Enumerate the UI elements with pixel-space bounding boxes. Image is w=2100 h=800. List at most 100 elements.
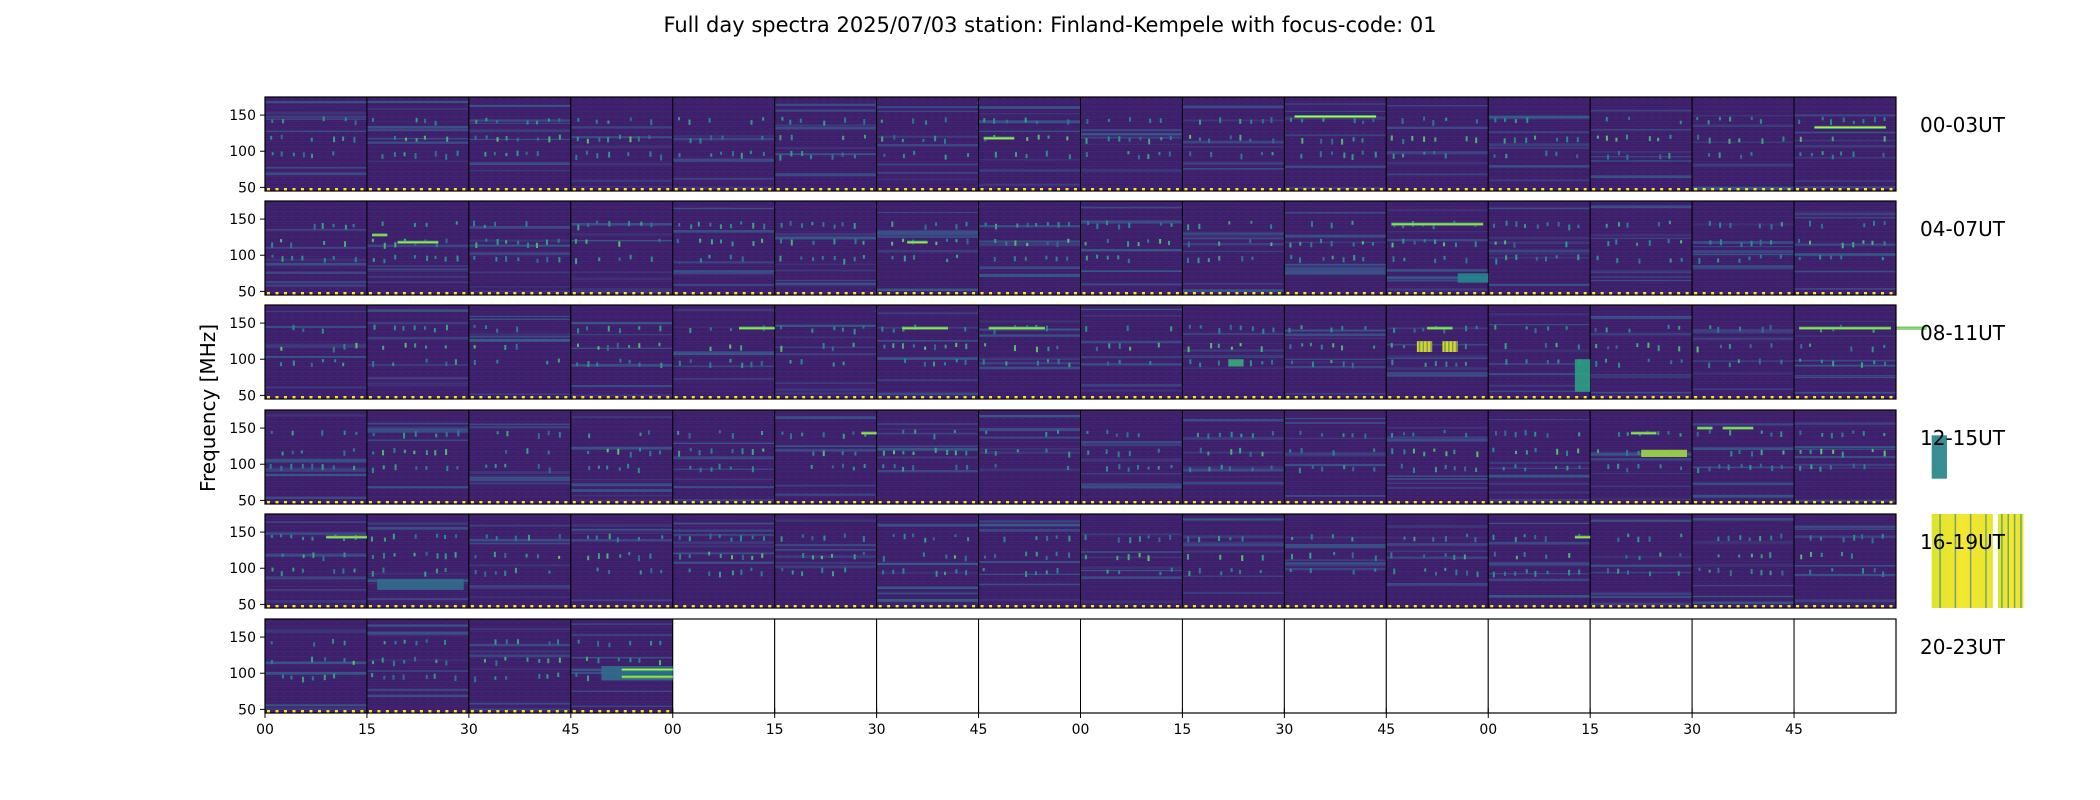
- spectrogram-tile: [1181, 304, 1285, 400]
- noise-band: [570, 540, 673, 542]
- noise-band: [468, 482, 571, 485]
- channel-dot: [1708, 362, 1711, 369]
- channel-dot: [965, 570, 968, 576]
- calibration-mark: [640, 292, 644, 295]
- channel-dot: [1364, 326, 1367, 330]
- channel-dot: [1393, 327, 1396, 333]
- channel-dot: [1636, 242, 1639, 246]
- noise-band: [1080, 576, 1183, 579]
- noise-band: [672, 159, 775, 162]
- channel-dot: [983, 118, 986, 123]
- channel-dot: [394, 464, 397, 471]
- calibration-mark: [827, 292, 831, 295]
- calibration-mark: [1813, 292, 1817, 295]
- calibration-mark: [326, 396, 330, 399]
- channel-dot: [1186, 554, 1189, 560]
- spectrogram-tile: [468, 200, 572, 296]
- channel-dot: [1780, 431, 1783, 438]
- channel-dot: [291, 255, 294, 261]
- channel-dot: [688, 119, 691, 125]
- channel-dot: [1759, 535, 1762, 542]
- channel-dot: [270, 135, 273, 140]
- noise-band: [876, 432, 979, 435]
- channel-dot: [1669, 258, 1672, 263]
- channel-dot: [822, 343, 825, 349]
- noise-band: [876, 562, 979, 566]
- channel-dot: [1208, 466, 1211, 472]
- noise-band: [1488, 324, 1591, 326]
- calibration-mark: [700, 501, 704, 504]
- calibration-mark: [742, 188, 746, 191]
- calibration-mark: [844, 292, 848, 295]
- channel-dot: [1647, 358, 1650, 362]
- noise-band: [570, 136, 673, 139]
- channel-dot: [763, 223, 766, 230]
- tile-texture: [1590, 305, 1693, 399]
- noise-band: [1794, 467, 1896, 469]
- channel-dot: [1371, 242, 1374, 246]
- calibration-mark: [521, 396, 525, 399]
- channel-dot: [1343, 152, 1346, 159]
- x-tick-label: 00: [256, 722, 274, 738]
- channel-dot: [321, 222, 324, 229]
- calibration-mark: [1847, 292, 1851, 295]
- calibration-mark: [1864, 292, 1868, 295]
- calibration-mark: [377, 292, 381, 295]
- noise-band: [1182, 451, 1285, 454]
- calibration-mark: [275, 292, 279, 295]
- channel-dot: [830, 554, 833, 558]
- channel-dot: [709, 222, 712, 227]
- channel-dot: [1353, 117, 1356, 124]
- calibration-mark: [1371, 396, 1375, 399]
- noise-band: [1692, 494, 1795, 498]
- calibration-mark: [1498, 188, 1502, 191]
- noise-band: [1590, 555, 1693, 559]
- noise-band: [1284, 212, 1387, 214]
- channel-dot: [729, 358, 732, 363]
- channel-dot: [456, 255, 459, 262]
- noise-band: [978, 106, 1081, 109]
- noise-band: [876, 235, 979, 238]
- calibration-mark: [1456, 188, 1460, 191]
- channel-dot: [912, 118, 915, 124]
- channel-dot: [1374, 151, 1377, 158]
- tile-texture: [1182, 514, 1285, 608]
- channel-dot: [281, 674, 284, 679]
- channel-dot: [1403, 432, 1406, 436]
- channel-dot: [1800, 554, 1803, 560]
- calibration-mark: [1685, 292, 1689, 295]
- noise-band: [1488, 373, 1591, 376]
- channel-dot: [1117, 537, 1120, 543]
- calibration-mark: [581, 710, 585, 713]
- burst-streak: [1954, 514, 1957, 608]
- calibration-mark: [555, 605, 559, 608]
- calibration-mark: [1787, 188, 1791, 191]
- noise-band: [1080, 356, 1183, 359]
- calibration-mark: [300, 188, 304, 191]
- channel-dot: [1289, 568, 1292, 572]
- channel-dot: [1068, 362, 1071, 368]
- spectrogram-tile: [1385, 96, 1489, 192]
- calibration-mark: [1583, 605, 1587, 608]
- channel-dot: [271, 242, 274, 248]
- channel-dot: [1352, 569, 1355, 575]
- channel-dot: [1595, 343, 1598, 349]
- calibration-mark: [1609, 292, 1613, 295]
- noise-band: [468, 271, 571, 274]
- channel-dot: [608, 642, 611, 648]
- tile-texture: [978, 410, 1081, 504]
- noise-band: [468, 286, 571, 288]
- channel-dot: [1779, 254, 1782, 259]
- noise-band: [265, 130, 367, 133]
- noise-band: [1182, 465, 1285, 469]
- calibration-mark: [1040, 188, 1044, 191]
- channel-dot: [1068, 451, 1071, 458]
- noise-band: [1386, 537, 1489, 539]
- channel-dot: [912, 533, 915, 538]
- spectrogram-tile: [570, 96, 674, 192]
- calibration-mark: [309, 188, 313, 191]
- channel-dot: [1708, 153, 1711, 157]
- calibration-mark: [377, 396, 381, 399]
- calibration-mark: [1838, 396, 1842, 399]
- channel-dot: [945, 554, 948, 559]
